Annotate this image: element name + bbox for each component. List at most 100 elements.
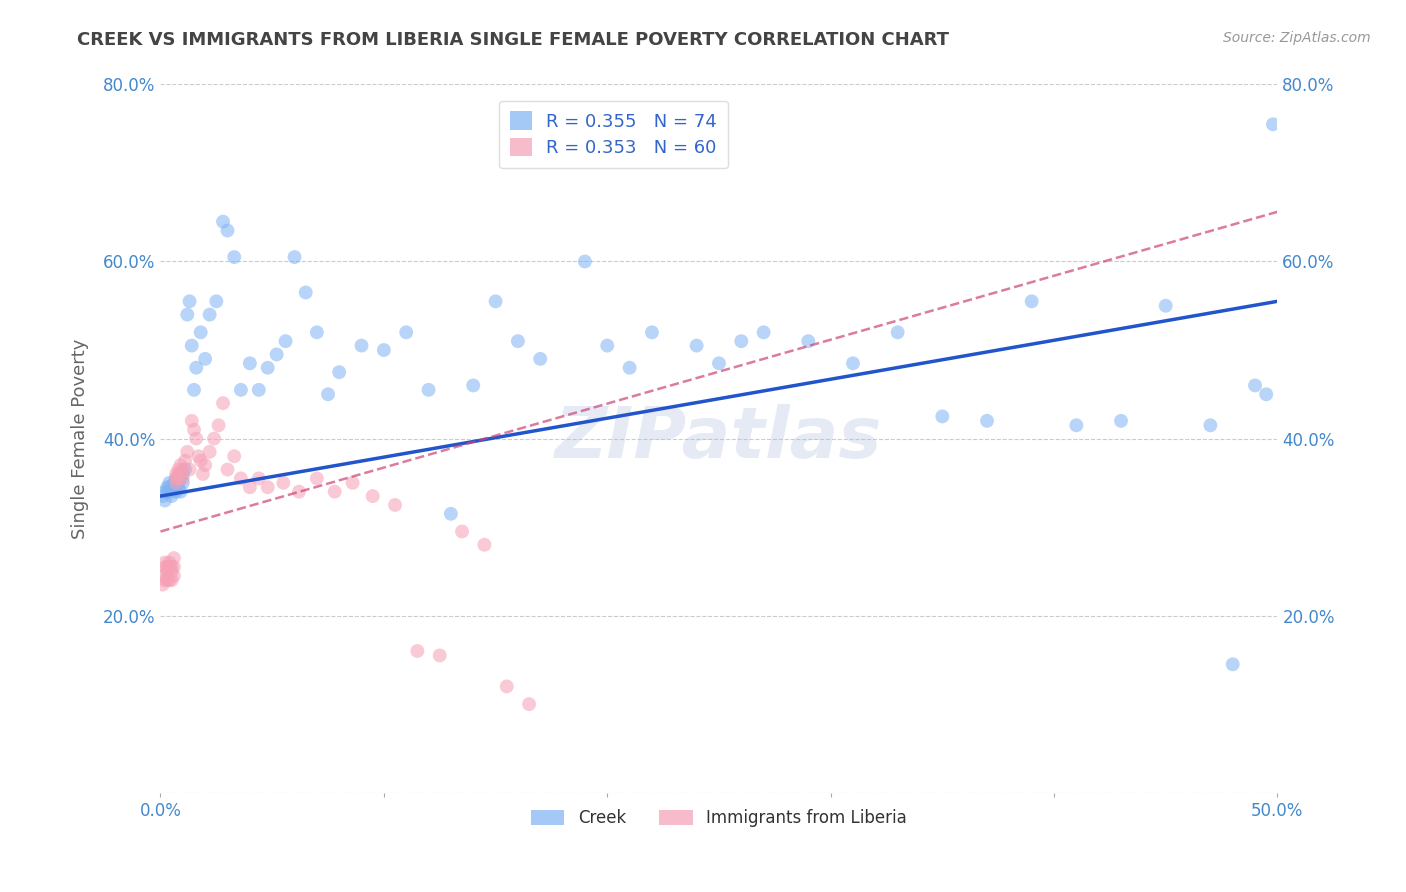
Point [229,471,252,485]
Point [256,360,278,375]
Point [165,471,187,485]
Point [641,326,664,340]
Point [167,480,190,494]
Text: Source: ZipAtlas.com: Source: ZipAtlas.com [1223,31,1371,45]
Point [207,418,229,433]
Point [395,326,418,340]
Point [1261,117,1284,131]
Point [152,489,174,503]
Point [159,573,181,587]
Point [163,568,186,582]
Point [247,383,270,397]
Point [224,449,246,463]
Point [239,356,262,370]
Point [152,577,174,591]
Point [574,254,596,268]
Point [886,326,908,340]
Point [730,334,752,348]
Point [186,360,208,375]
Point [163,475,186,490]
Point [1244,378,1267,392]
Point [463,378,485,392]
Point [274,334,297,348]
Point [256,480,278,494]
Point [180,338,202,352]
Point [153,484,176,499]
Point [350,338,373,352]
Point [212,396,235,410]
Point [160,573,183,587]
Point [165,467,187,481]
Point [316,387,339,401]
Point [239,480,262,494]
Point [361,489,384,503]
Point [429,648,451,663]
Point [976,414,998,428]
Point [167,462,190,476]
Point [685,338,707,352]
Point [931,409,953,424]
Point [176,308,198,322]
Point [156,565,179,579]
Point [159,480,181,494]
Point [212,214,235,228]
Point [165,475,187,490]
Point [283,250,305,264]
Point [156,573,179,587]
Point [163,551,186,566]
Point [169,471,191,485]
Point [266,347,288,361]
Point [202,432,225,446]
Point [180,414,202,428]
Point [198,308,221,322]
Point [752,326,775,340]
Point [159,560,181,574]
Point [167,467,190,481]
Point [179,462,201,476]
Point [224,250,246,264]
Point [1199,418,1222,433]
Point [217,223,239,237]
Point [163,480,186,494]
Point [169,467,191,481]
Text: CREEK VS IMMIGRANTS FROM LIBERIA SINGLE FEMALE POVERTY CORRELATION CHART: CREEK VS IMMIGRANTS FROM LIBERIA SINGLE … [77,31,949,49]
Point [172,462,194,476]
Point [152,568,174,582]
Point [288,484,311,499]
Point [165,484,187,499]
Point [323,484,346,499]
Point [229,383,252,397]
Point [1222,657,1244,672]
Point [517,697,540,711]
Point [506,334,529,348]
Point [328,365,350,379]
Point [183,423,205,437]
Point [174,462,197,476]
Point [247,471,270,485]
Point [153,560,176,574]
Point [373,343,395,357]
Point [160,484,183,499]
Point [163,560,186,574]
Point [842,356,865,370]
Point [153,573,176,587]
Point [205,294,228,309]
Point [1021,294,1043,309]
Point [176,445,198,459]
Point [167,475,190,490]
Point [294,285,316,300]
Point [160,489,183,503]
Point [619,360,641,375]
Point [190,326,212,340]
Point [160,565,183,579]
Point [172,471,194,485]
Point [797,334,820,348]
Point [159,475,181,490]
Point [440,507,463,521]
Point [1256,387,1278,401]
Point [1109,414,1132,428]
Point [418,383,440,397]
Point [156,560,179,574]
Point [172,475,194,490]
Point [165,471,187,485]
